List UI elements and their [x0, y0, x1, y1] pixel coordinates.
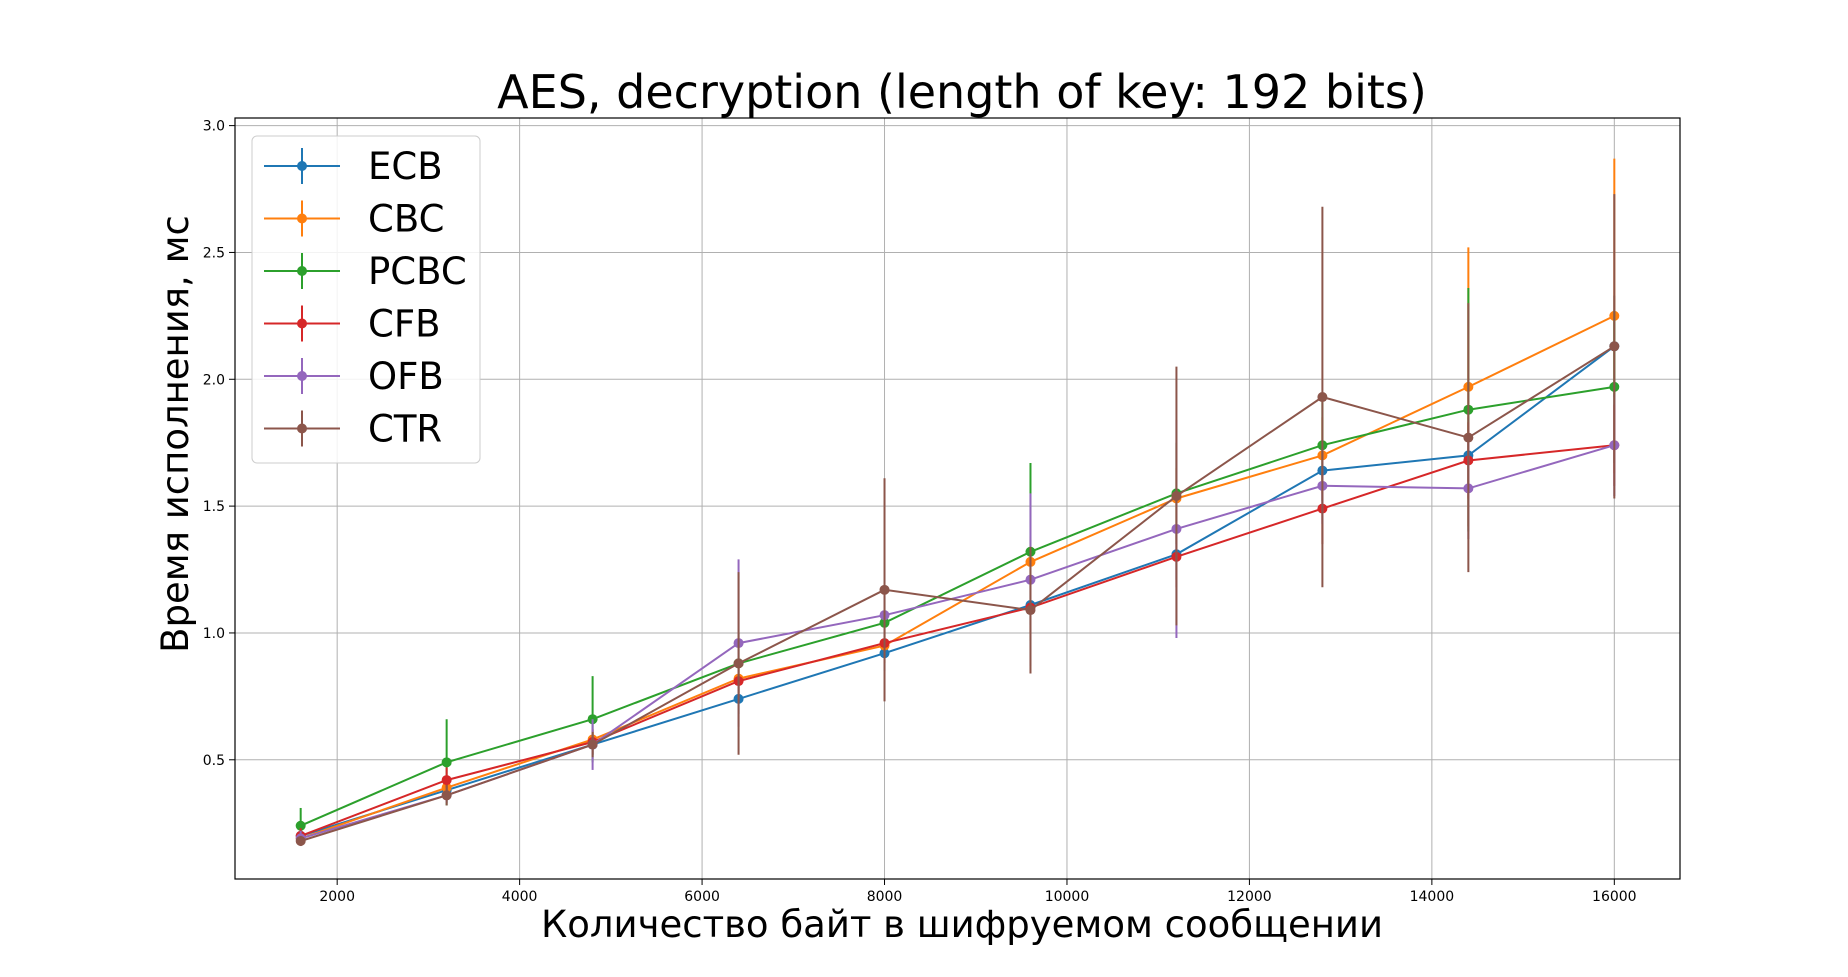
data-point-ctr [1609, 341, 1620, 352]
data-point-pcbc [295, 820, 306, 831]
legend-item-ofb: OFB [264, 355, 444, 398]
data-point-ctr [879, 584, 890, 595]
data-point-ctr [441, 790, 452, 801]
series-line-pcbc [300, 385, 1615, 827]
data-point-ctr [295, 835, 306, 846]
y-tick-label: 2.0 [203, 372, 225, 388]
x-tick-label: 2000 [319, 889, 355, 905]
series-line-cfb [300, 444, 1615, 837]
x-tick-label: 4000 [502, 889, 538, 905]
x-tick-label: 6000 [684, 889, 720, 905]
chart-title: AES, decryption (length of key: 192 bits… [497, 65, 1427, 119]
series-line-ctr [300, 345, 1615, 842]
legend-label-ctr: CTR [368, 408, 442, 451]
x-tick-label: 12000 [1227, 889, 1272, 905]
legend-label-cbc: CBC [368, 198, 444, 241]
plot-frame [234, 117, 1681, 880]
x-tick-label: 14000 [1410, 889, 1455, 905]
y-tick-label: 2.5 [203, 245, 225, 261]
data-point-ctr [1463, 432, 1474, 443]
legend-item-pcbc: PCBC [264, 250, 467, 293]
legend-marker-pcbc [297, 266, 307, 276]
x-tick-label: 10000 [1045, 889, 1090, 905]
data-point-ctr [1025, 605, 1036, 616]
y-tick-label: 3.0 [203, 119, 225, 135]
data-point-ctr [1171, 490, 1182, 501]
legend: ECB CBC PCBC CFB OFB CTR [251, 135, 481, 464]
data-point-ctr [1317, 392, 1328, 403]
data-point-ctr [733, 658, 744, 669]
x-tick-label: 16000 [1592, 889, 1637, 905]
legend-marker-ecb [297, 161, 307, 171]
y-axis-label: Время исполнения, мс [154, 215, 197, 653]
series-ctr [295, 194, 1620, 847]
legend-frame [251, 135, 481, 464]
legend-item-cfb: CFB [264, 303, 441, 346]
legend-marker-cbc [297, 213, 307, 224]
y-tick-label: 1.0 [203, 626, 225, 642]
ticks: 2000 4000 6000 8000 10000 12000 14000 16000 0.5 1… [203, 119, 1637, 905]
legend-item-cbc: CBC [264, 198, 444, 241]
legend-label-ecb: ECB [368, 145, 443, 188]
legend-item-ecb: ECB [264, 145, 443, 188]
legend-marker-ctr [297, 423, 307, 434]
data-point-cfb [441, 775, 452, 786]
legend-marker-ofb [297, 371, 307, 381]
data-point-pcbc [441, 757, 452, 768]
series-line-cbc [300, 315, 1615, 840]
y-tick-label: 1.5 [203, 499, 225, 515]
x-axis-label: Количество байт в шифруемом сообщении [541, 903, 1383, 946]
legend-label-ofb: OFB [368, 355, 444, 398]
series-layer [295, 158, 1620, 847]
x-tick-label: 8000 [867, 889, 903, 905]
series-line-ecb [300, 345, 1615, 837]
legend-marker-cfb [297, 318, 307, 329]
legend-item-ctr: CTR [264, 408, 442, 451]
y-tick-label: 0.5 [203, 753, 225, 769]
legend-label-cfb: CFB [368, 303, 441, 346]
legend-label-pcbc: PCBC [368, 250, 467, 293]
data-point-ctr [587, 739, 598, 750]
